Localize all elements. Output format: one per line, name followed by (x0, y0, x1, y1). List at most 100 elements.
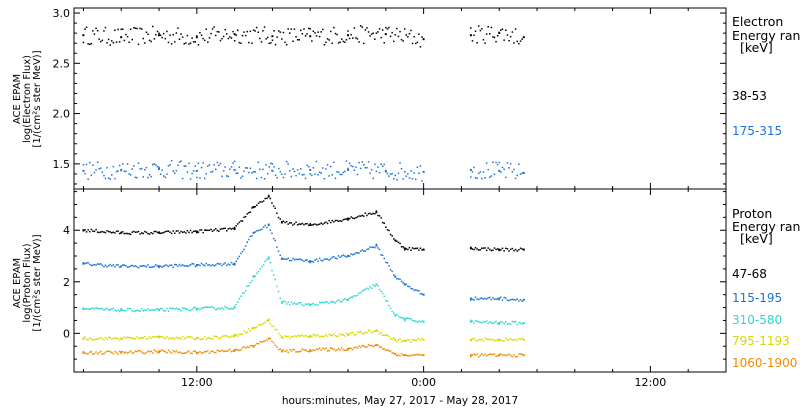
data-point (226, 350, 228, 352)
data-point (252, 29, 255, 31)
data-point (185, 265, 187, 267)
data-point (389, 173, 392, 175)
data-point (166, 230, 168, 232)
data-point (262, 264, 265, 266)
data-point (385, 261, 387, 264)
data-point (364, 167, 367, 169)
data-point (267, 36, 269, 39)
data-point (341, 255, 343, 257)
data-point (309, 304, 311, 307)
data-point (506, 162, 509, 164)
data-point (317, 348, 319, 351)
data-point (205, 229, 207, 231)
data-point (508, 167, 510, 169)
data-point (359, 167, 362, 170)
data-point (481, 247, 483, 249)
data-point (328, 333, 330, 336)
data-point (278, 30, 280, 32)
data-point (383, 222, 385, 224)
data-point (333, 161, 335, 163)
data-point (101, 264, 104, 267)
data-point (306, 164, 308, 167)
data-point (415, 178, 417, 181)
data-point (180, 352, 182, 354)
data-point (142, 37, 144, 40)
data-point (183, 352, 185, 354)
data-point (375, 283, 378, 286)
data-point (503, 354, 505, 356)
data-point (238, 298, 241, 300)
data-point (233, 334, 236, 337)
data-point (352, 165, 354, 168)
data-point (103, 353, 105, 355)
data-point (117, 230, 119, 232)
data-point (281, 173, 283, 176)
data-point (479, 297, 482, 300)
data-point (470, 299, 472, 301)
data-point (495, 161, 497, 164)
data-point (199, 177, 201, 179)
data-point (501, 340, 504, 342)
data-point (205, 306, 207, 308)
data-point (391, 31, 393, 34)
data-point (508, 299, 510, 302)
data-point (514, 299, 517, 301)
data-point (380, 36, 382, 39)
data-point (172, 337, 174, 339)
data-point (370, 331, 373, 334)
data-point (337, 255, 340, 257)
data-point (282, 349, 285, 352)
data-point (336, 33, 338, 36)
data-point (363, 164, 365, 166)
data-point (408, 33, 411, 35)
data-point (233, 306, 236, 309)
data-point (216, 262, 219, 265)
data-point (410, 29, 412, 32)
data-point (413, 339, 415, 341)
data-point (474, 177, 477, 179)
proton-series-group (82, 194, 525, 358)
data-point (386, 334, 389, 336)
data-point (289, 348, 291, 351)
data-point (474, 247, 477, 249)
data-point (400, 352, 403, 355)
data-point (370, 287, 373, 289)
data-point (195, 230, 198, 233)
data-point (106, 230, 108, 232)
data-point (221, 264, 223, 267)
data-point (166, 30, 168, 33)
data-point (374, 213, 376, 215)
data-point (103, 339, 105, 341)
data-point (293, 223, 296, 225)
data-point (155, 264, 157, 266)
data-point (361, 344, 363, 347)
data-point (311, 174, 313, 177)
data-point (93, 353, 96, 355)
data-point (226, 230, 228, 232)
data-point (281, 221, 283, 223)
data-point (344, 335, 346, 337)
proton-ylabel-line-1: ACE EPAM (12, 258, 23, 308)
data-point (344, 298, 346, 300)
data-point (137, 43, 140, 46)
data-point (279, 170, 282, 173)
data-point (150, 350, 152, 353)
data-point (334, 302, 337, 304)
data-point (109, 351, 111, 353)
data-point (367, 161, 370, 163)
data-point (301, 259, 304, 261)
data-point (396, 240, 398, 242)
data-point (177, 308, 179, 311)
data-point (341, 334, 343, 336)
data-point (372, 32, 374, 34)
data-point (243, 330, 245, 332)
data-point (192, 41, 195, 43)
data-point (474, 30, 477, 32)
data-point (516, 355, 518, 358)
data-point (128, 233, 130, 235)
data-point (243, 31, 245, 33)
data-point (397, 354, 400, 356)
data-point (276, 346, 278, 348)
data-point (400, 168, 403, 170)
data-point (506, 34, 509, 36)
